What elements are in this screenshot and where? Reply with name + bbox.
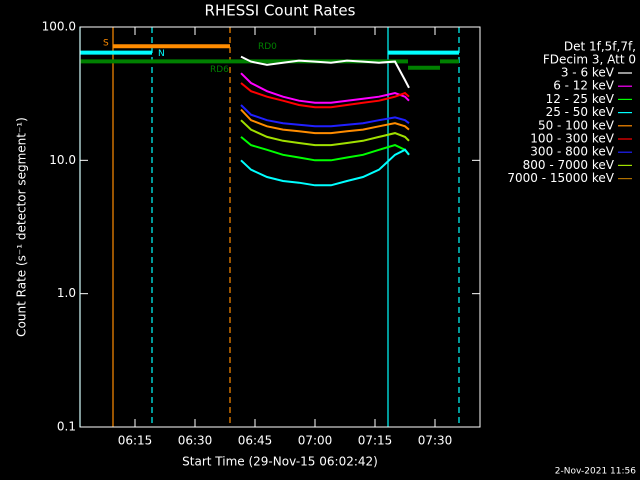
series-line xyxy=(240,108,410,135)
legend-label: 3 - 6 keV xyxy=(561,66,615,80)
x-tick-label: 06:15 xyxy=(118,434,153,448)
plot-frame xyxy=(79,26,481,428)
y-tick-label: 0.1 xyxy=(57,420,76,434)
legend-label: 7000 - 15000 keV xyxy=(507,171,614,185)
y-tick-label: 1.0 xyxy=(57,286,76,300)
x-tick-label: 07:15 xyxy=(358,434,393,448)
x-tick-label: 07:00 xyxy=(298,434,333,448)
flag-label: N xyxy=(158,49,165,59)
legend-header: FDecim 3, Att 0 xyxy=(543,53,636,67)
annotation: RD0 xyxy=(258,42,277,52)
y-axis-label: Count Rate (s⁻¹ detector segment⁻¹) xyxy=(15,117,29,337)
legend-label: 300 - 800 keV xyxy=(530,145,614,159)
y-tick-label: 100.0 xyxy=(42,20,76,34)
x-tick-label: 06:30 xyxy=(178,434,213,448)
chart-title: RHESSI Count Rates xyxy=(205,2,356,20)
series-line xyxy=(240,55,410,89)
flag-label: S xyxy=(103,39,109,49)
x-axis-label: Start Time (29-Nov-15 06:02:42) xyxy=(182,455,378,469)
x-tick-label: 06:45 xyxy=(238,434,273,448)
footer: 2-Nov-2021 11:56 xyxy=(555,467,637,477)
series-line xyxy=(240,82,410,109)
legend-label: 100 - 300 keV xyxy=(530,132,614,146)
legend-label: 800 - 7000 keV xyxy=(523,158,615,172)
series-line xyxy=(240,72,410,104)
series-line xyxy=(240,136,410,162)
flag-label: RD6 xyxy=(210,65,229,75)
x-tick-label: 07:30 xyxy=(418,434,453,448)
legend-label: 25 - 50 keV xyxy=(546,105,615,119)
y-tick-label: 10.0 xyxy=(49,153,76,167)
legend-label: 12 - 25 keV xyxy=(546,92,615,106)
series-line xyxy=(240,104,410,128)
series-line xyxy=(240,119,410,147)
series-line xyxy=(240,148,410,187)
legend-header: Det 1f,5f,7f, xyxy=(564,40,636,54)
legend-label: 50 - 100 keV xyxy=(538,118,615,132)
legend-label: 6 - 12 keV xyxy=(553,79,615,93)
